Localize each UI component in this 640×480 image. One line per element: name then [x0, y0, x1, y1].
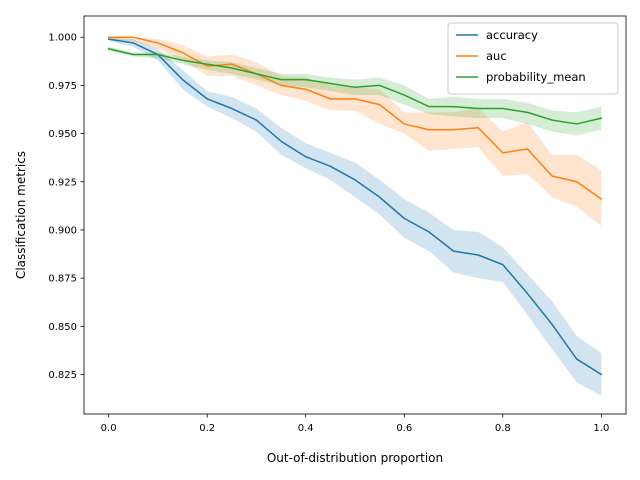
y-tick-label: 0.900: [48, 225, 77, 236]
y-axis-label: Classification metrics: [14, 151, 28, 279]
legend-label-accuracy: accuracy: [486, 28, 538, 42]
series-lines: [107, 36, 603, 376]
y-tick-label: 1.000: [48, 33, 77, 44]
y-tick-label: 0.850: [48, 322, 77, 333]
x-tick-label: 0.0: [101, 423, 117, 434]
x-tick-label: 0.2: [199, 423, 215, 434]
x-tick-label: 1.0: [593, 423, 609, 434]
y-tick-label: 0.825: [48, 370, 77, 381]
line-probability_mean: [107, 47, 603, 125]
y-tick-label: 0.925: [48, 177, 77, 188]
legend-label-probability_mean: probability_mean: [486, 70, 586, 84]
line-auc: [107, 36, 603, 201]
y-tick-label: 0.975: [48, 81, 77, 92]
y-tick-label: 0.875: [48, 274, 77, 285]
line-accuracy: [107, 38, 603, 376]
x-tick-label: 0.4: [298, 423, 314, 434]
band-probability_mean: [108, 46, 602, 136]
legend-label-auc: auc: [486, 49, 507, 63]
confidence-bands: [108, 37, 602, 396]
x-tick-label: 0.8: [495, 423, 511, 434]
y-axis-ticks: 0.825 0.850 0.875 0.900 0.925 0.950 0.975 1.000: [48, 33, 84, 381]
y-tick-label: 0.950: [48, 129, 77, 140]
legend-box: [447, 22, 619, 95]
band-auc: [108, 37, 602, 227]
x-tick-label: 0.6: [396, 423, 412, 434]
x-axis-ticks: 0.0 0.2 0.4 0.6 0.8 1.0: [101, 414, 609, 434]
axes-frame: [83, 15, 627, 415]
legend: accuracy auc probability_mean: [447, 22, 619, 95]
x-axis-label: Out-of-distribution proportion: [267, 451, 443, 465]
